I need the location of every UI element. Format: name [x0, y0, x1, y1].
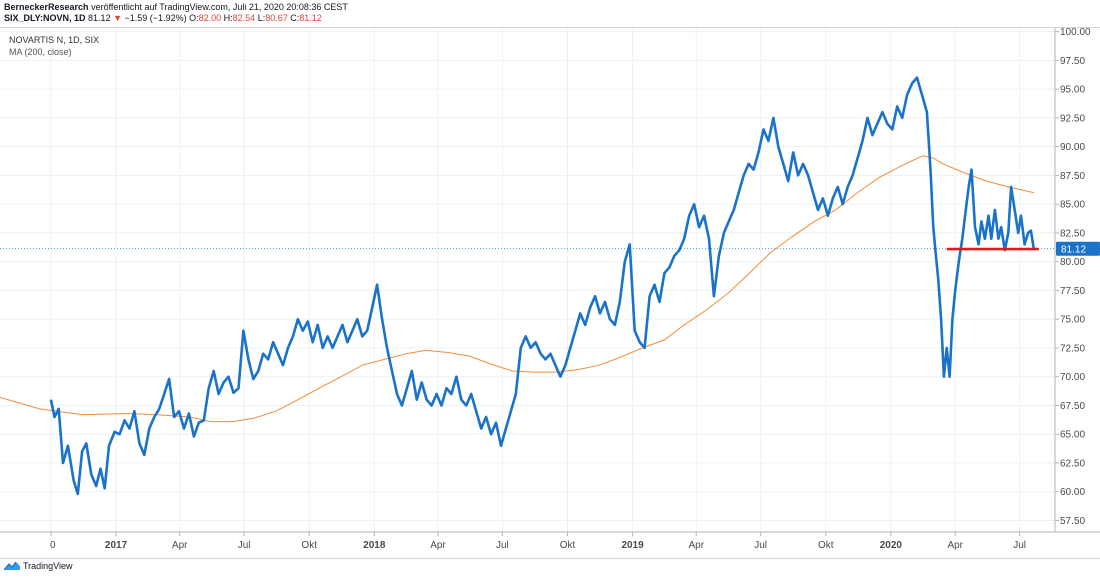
price-tick-label: 75.00	[1060, 315, 1085, 326]
price-chart[interactable]: 57.50 60.00 62.50 65.00 67.50 70.00 72.50 75.00…	[0, 27, 1100, 559]
price-tick-label: 70.00	[1060, 372, 1085, 383]
time-tick-label: Jul	[754, 540, 767, 551]
time-tick-label: Apr	[430, 540, 446, 551]
time-tick-label: 2018	[363, 540, 386, 551]
price-line	[49, 76, 1036, 496]
price-tick-label: 82.50	[1060, 228, 1085, 239]
price-tick-label: 72.50	[1060, 343, 1085, 354]
price-tick-label: 80.00	[1060, 257, 1085, 268]
symbol-label: SIX_DLY:NOVN, 1D	[4, 13, 86, 23]
price-axis[interactable]: 57.50 60.00 62.50 65.00 67.50 70.00 72.50 75.00…	[1055, 27, 1091, 527]
time-tick-label: Apr	[947, 540, 963, 551]
open-value: 82.00	[198, 13, 222, 23]
high-value: 82.54	[232, 13, 256, 23]
high-label: H:	[223, 13, 233, 23]
last-price-badge	[1056, 241, 1100, 256]
price-tick-label: 60.00	[1060, 487, 1085, 498]
price-tick-label: 57.50	[1060, 516, 1085, 527]
publish-header: BerneckerResearch veröffentlicht auf Tra…	[4, 2, 348, 24]
footer: TradingView	[4, 561, 73, 571]
price-tick-label: 87.50	[1060, 171, 1085, 182]
legend-indicator[interactable]: MA (200, close)	[9, 47, 72, 57]
down-arrow-icon: ▼	[113, 13, 123, 23]
time-tick-label: Jul	[1013, 540, 1026, 551]
price-tick-label: 90.00	[1060, 142, 1085, 153]
open-label: O:	[189, 13, 199, 23]
legend-series[interactable]: NOVARTIS N, 1D, SIX	[9, 35, 100, 45]
time-tick-label: 2020	[880, 540, 903, 551]
price-tick-label: 92.50	[1060, 113, 1085, 124]
time-tick-label: Jul	[496, 540, 509, 551]
low-value: 80.67	[265, 13, 288, 23]
price-tick-label: 100.00	[1060, 27, 1091, 38]
quote-line: SIX_DLY:NOVN, 1D 81.12 ▼ −1.59 (−1.92%) …	[4, 13, 348, 24]
ma-200-line	[0, 155, 1034, 423]
time-tick-label: 2019	[621, 540, 644, 551]
publish-info: veröffentlicht auf TradingView.com, Juli…	[91, 2, 348, 12]
low-label: L:	[257, 13, 266, 23]
time-tick-label: Okt	[560, 540, 576, 551]
last-price-text: 81.12	[1061, 244, 1086, 255]
last-price-label: 81.12	[1056, 241, 1100, 256]
grid	[0, 27, 1055, 532]
price-tick-label: 77.50	[1060, 286, 1085, 297]
close-label: C:	[290, 13, 300, 23]
time-tick-label: 0	[50, 540, 56, 551]
tradingview-logo-icon	[4, 561, 20, 571]
price-tick-label: 65.00	[1060, 430, 1085, 441]
close-value: 81.12	[299, 13, 322, 23]
price-tick-label: 67.50	[1060, 401, 1085, 412]
time-tick-label: 2017	[105, 540, 128, 551]
time-tick-label: Apr	[688, 540, 704, 551]
last-value: 81.12	[88, 13, 111, 23]
footer-brand[interactable]: TradingView	[23, 561, 73, 571]
chart-legend: NOVARTIS N, 1D, SIX MA (200, close)	[9, 34, 99, 58]
change-value: −1.59 (−1.92%)	[124, 13, 187, 23]
time-tick-label: Jul	[238, 540, 251, 551]
publish-line: BerneckerResearch veröffentlicht auf Tra…	[4, 2, 348, 13]
price-tick-label: 85.00	[1060, 200, 1085, 211]
price-tick-label: 62.50	[1060, 458, 1085, 469]
price-tick-label: 95.00	[1060, 85, 1085, 96]
time-axis[interactable]: 0 2017 Apr Jul Okt 2018 Apr Jul Okt 2019 Apr Jul Okt…	[50, 532, 1026, 551]
time-tick-label: Okt	[818, 540, 834, 551]
price-tick-label: 97.50	[1060, 56, 1085, 67]
time-tick-label: Okt	[301, 540, 317, 551]
time-tick-label: Apr	[172, 540, 188, 551]
author-name[interactable]: BerneckerResearch	[4, 2, 89, 12]
